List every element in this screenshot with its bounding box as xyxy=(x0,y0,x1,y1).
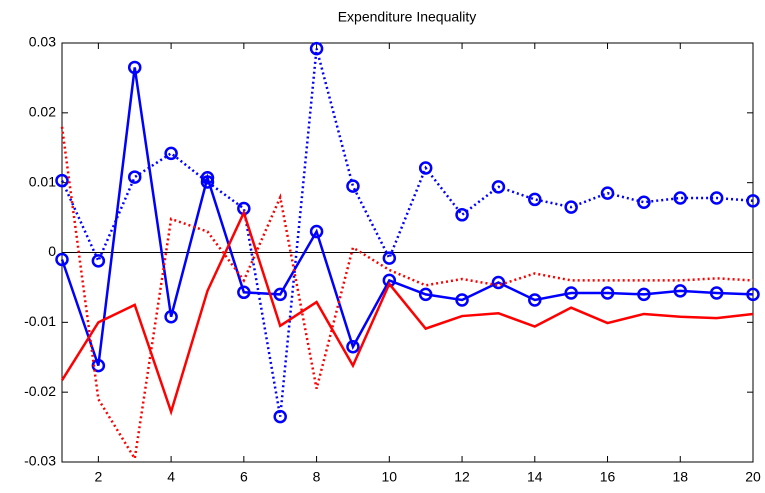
x-tick-label: 10 xyxy=(382,469,398,485)
point-marker xyxy=(709,286,724,300)
x-tick-label: 2 xyxy=(94,469,102,485)
point-marker xyxy=(382,251,397,265)
point-marker xyxy=(637,287,651,302)
point-marker xyxy=(709,191,724,205)
point-marker xyxy=(746,194,760,208)
x-tick-label: 16 xyxy=(600,469,616,485)
y-tick-label: -0.03 xyxy=(24,453,56,469)
point-marker xyxy=(673,284,688,298)
y-tick-label: 0.01 xyxy=(29,173,56,189)
point-marker xyxy=(455,208,469,222)
point-marker xyxy=(55,252,69,267)
point-marker xyxy=(455,293,469,307)
point-marker xyxy=(237,285,251,300)
series-line xyxy=(60,209,754,416)
point-marker xyxy=(491,275,506,290)
point-marker xyxy=(127,170,142,184)
y-tick-label: 0 xyxy=(48,243,56,259)
point-marker xyxy=(164,146,178,161)
point-marker xyxy=(418,287,433,302)
series-line xyxy=(60,126,754,463)
x-tick-label: 4 xyxy=(167,469,175,485)
point-marker xyxy=(55,173,69,188)
point-marker xyxy=(600,286,615,300)
point-marker xyxy=(528,293,542,307)
point-marker xyxy=(164,309,178,324)
y-tick-label: 0.03 xyxy=(29,34,56,50)
point-marker xyxy=(346,340,360,354)
point-marker xyxy=(273,409,287,424)
x-tick-label: 14 xyxy=(527,469,543,485)
x-tick-label: 8 xyxy=(313,469,321,485)
point-marker xyxy=(200,175,215,189)
x-tick-label: 18 xyxy=(672,469,688,485)
point-marker xyxy=(673,191,688,205)
y-tick-label: -0.01 xyxy=(24,313,56,329)
x-tick-label: 12 xyxy=(454,469,470,485)
point-marker xyxy=(418,161,433,175)
point-marker xyxy=(346,179,360,193)
point-marker xyxy=(746,287,760,302)
x-tick-label: 6 xyxy=(240,469,248,485)
x-tick-label: 20 xyxy=(745,469,761,485)
chart-title: Expenditure Inequality xyxy=(338,9,477,25)
point-marker xyxy=(491,180,506,194)
point-marker xyxy=(309,224,324,239)
point-marker xyxy=(273,287,287,302)
point-marker xyxy=(600,186,615,200)
point-marker xyxy=(564,200,578,214)
point-marker xyxy=(309,41,324,56)
point-marker xyxy=(127,60,142,75)
y-tick-label: -0.02 xyxy=(24,383,56,399)
point-marker xyxy=(564,286,578,300)
point-marker xyxy=(91,254,106,268)
point-marker xyxy=(637,195,651,209)
point-marker xyxy=(528,192,542,207)
y-tick-label: 0.02 xyxy=(29,104,56,120)
